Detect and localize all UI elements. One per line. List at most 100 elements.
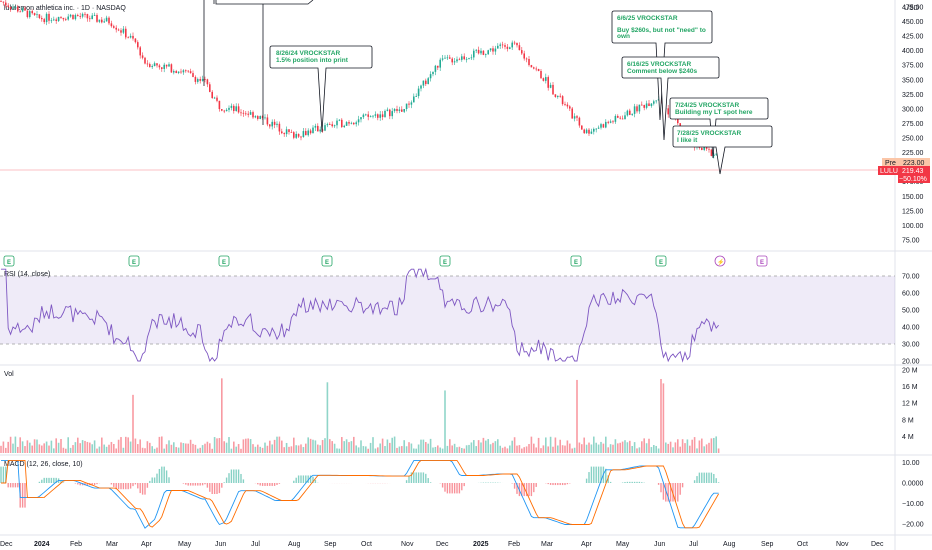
- candle-body: [504, 45, 506, 47]
- annotation-7-24-25-line2: Building my LT spot here: [675, 109, 753, 116]
- candle-body: [595, 128, 597, 130]
- volume-bar: [708, 442, 710, 453]
- macd-histogram-bar: [206, 483, 209, 488]
- candle-body: [374, 114, 377, 116]
- volume-bar: [60, 439, 62, 453]
- volume-bar: [101, 437, 103, 453]
- candle-body: [173, 71, 175, 73]
- candle-body: [5, 2, 7, 6]
- time-tick: Aug: [288, 541, 301, 548]
- macd-histogram-bar: [77, 483, 79, 485]
- rsi-tick: 20.00: [902, 359, 920, 366]
- candle-body: [65, 19, 67, 21]
- upcoming-earnings-badge[interactable]: E: [756, 255, 768, 267]
- macd-histogram-bar: [237, 469, 240, 483]
- price-axis[interactable]: 475.00 450.00 425.00 400.00 375.00 350.00 325.…: [902, 4, 924, 244]
- candle-body: [564, 104, 566, 105]
- macd-histogram-bar: [209, 483, 211, 492]
- volume-bar: [122, 447, 125, 453]
- macd-histogram-bar: [153, 477, 156, 483]
- candle-body: [285, 129, 288, 135]
- candle-body: [571, 108, 573, 119]
- macd-histogram-bar: [38, 481, 41, 483]
- volume-bar: [300, 444, 302, 453]
- volume-bar: [341, 437, 343, 453]
- macd-histogram-bar: [693, 480, 696, 483]
- candle-body: [521, 50, 523, 54]
- candle-body: [593, 128, 595, 132]
- currency-label[interactable]: USD: [904, 5, 919, 12]
- earnings-badges[interactable]: E E E E E E E ⚡ E: [3, 255, 768, 267]
- rsi-label[interactable]: RSI (14, close): [4, 271, 50, 278]
- annotation-6-16-25[interactable]: 6/16/25 VROCKSTAR Comment below $240s: [621, 56, 720, 141]
- time-axis[interactable]: Dec 2024 Feb Mar Apr May Jun Jul Aug Sep Oct Nov Dec…: [0, 541, 884, 548]
- candle-body: [53, 19, 55, 21]
- candle-body: [105, 17, 108, 22]
- volume-bar: [624, 440, 626, 453]
- candle-body: [91, 15, 93, 20]
- volume-bar: [456, 447, 458, 453]
- earnings-badge[interactable]: E: [3, 255, 15, 267]
- price-candles: [0, 0, 720, 159]
- candle-body: [489, 48, 492, 51]
- volume-bar: [559, 439, 561, 453]
- volume-bar: [369, 442, 372, 453]
- candle-body: [633, 106, 636, 114]
- volume-bar: [151, 446, 153, 453]
- earnings-badge[interactable]: E: [128, 255, 140, 267]
- volume-bar: [367, 448, 369, 453]
- candle-body: [254, 116, 257, 118]
- annotation-8-26-24[interactable]: 8/26/24 VROCKSTAR 1.5% position into pri…: [269, 45, 373, 133]
- volume-bar: [557, 445, 559, 453]
- volume-bar: [384, 446, 386, 453]
- earnings-badge[interactable]: E: [321, 255, 333, 267]
- candle-body: [535, 68, 537, 70]
- macd-histogram-bar: [259, 483, 261, 486]
- candle-body: [134, 38, 137, 43]
- macd-signal-line: [1, 459, 719, 529]
- dividend-badge[interactable]: ⚡: [714, 255, 726, 267]
- volume-bar: [333, 443, 336, 453]
- rsi-axis: 70.00 60.00 50.00 40.00 30.00 20.00: [902, 274, 920, 366]
- chart-title[interactable]: lululemon athletica inc. · 1D · NASDAQ: [4, 5, 126, 12]
- candle-body: [403, 108, 405, 112]
- macd-histogram-bar: [278, 483, 281, 484]
- volume-bar: [81, 440, 84, 453]
- volume-bar: [465, 445, 468, 453]
- volume-label[interactable]: Vol: [4, 371, 14, 378]
- volume-bar: [439, 447, 441, 453]
- candle-body: [432, 71, 434, 75]
- macd-histogram-bar: [533, 483, 535, 493]
- macd-label[interactable]: MACD (12, 26, close, 10): [4, 461, 83, 468]
- dividend-badge-icon: ⚡: [717, 258, 724, 266]
- macd-histogram-bar: [410, 472, 413, 483]
- macd-histogram-bar: [223, 482, 225, 483]
- volume-bar: [170, 444, 173, 453]
- volume-bar: [317, 444, 319, 453]
- volume-bar: [593, 436, 595, 453]
- macd-histogram-bar: [24, 483, 26, 508]
- earnings-badge[interactable]: E: [439, 255, 451, 267]
- price-tick: 100.00: [902, 223, 924, 230]
- candle-body: [461, 56, 463, 60]
- macd-histogram-bar: [185, 483, 187, 485]
- volume-bar: [578, 442, 581, 453]
- volume-bar: [237, 444, 240, 453]
- time-tick: Dec: [0, 541, 13, 548]
- candle-body: [338, 119, 341, 121]
- earnings-badge[interactable]: E: [655, 255, 667, 267]
- candle-body: [530, 65, 533, 68]
- volume-bar: [614, 439, 617, 453]
- volume-bar: [458, 446, 461, 453]
- volume-bar: [657, 448, 660, 453]
- earnings-badge[interactable]: E: [218, 255, 230, 267]
- candle-body: [557, 95, 559, 97]
- candle-body: [667, 108, 669, 115]
- annotation-7-28-25[interactable]: 7/28/25 VROCKSTAR I like it: [672, 125, 773, 175]
- candle-body: [549, 84, 552, 88]
- volume-bar: [98, 446, 101, 453]
- macd-histogram-bar: [113, 483, 115, 487]
- earnings-badge[interactable]: E: [570, 255, 582, 267]
- annotation-7-24-25-line1: 7/24/25 VROCKSTAR: [675, 102, 739, 109]
